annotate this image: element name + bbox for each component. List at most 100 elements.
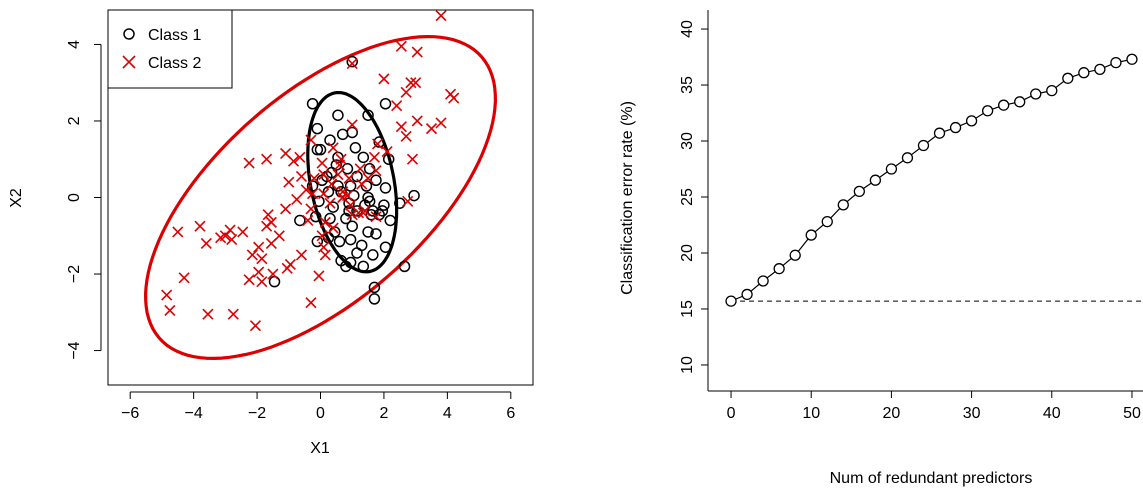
class2-point [313,270,325,282]
class2-point [425,123,438,135]
class2-point [280,203,292,215]
error-rate-y-tick-label: 25 [679,188,696,206]
class1-point [313,195,325,208]
class2-point [172,226,184,238]
error-rate-point [821,215,833,228]
class2-point [357,207,369,219]
error-rate-point [773,263,785,275]
class2-point [410,77,422,89]
scatter-x-tick-label: 6 [506,405,515,422]
error-rate-point [1094,63,1106,75]
error-rate-point [789,249,801,261]
class2-point [226,234,238,246]
error-rate-point [1030,88,1042,100]
class2-point [354,163,366,175]
class1-point [368,281,381,294]
class1-point [349,142,362,154]
class2-point [308,172,320,184]
class2-point [295,249,308,261]
scatter-x-tick-label: −2 [248,405,266,422]
class2-point [261,153,273,165]
class1-point [346,126,358,139]
class2-point [300,184,312,196]
error-rate-y-axis: 10 15 20 25 30 35 40 [679,20,708,374]
legend-class2-marker [122,55,136,69]
class2-point [200,237,212,249]
class1-point [376,205,389,217]
class2-point [402,195,414,207]
error-rate-x-tick-label: 40 [1043,405,1061,422]
scatter-points [161,10,460,332]
error-rate-y-tick-label: 15 [679,300,696,318]
error-rate-point [837,199,849,211]
scatter-x-axis-title: X1 [310,440,330,457]
error-rate-point [965,115,978,127]
error-rate-point [725,295,737,307]
error-rate-point [1062,72,1074,84]
class2-point [318,188,330,200]
class2-point [346,119,358,131]
scatter-panel: −6 −4 −2 0 2 4 6 −4 −2 0 2 4 X1 X2 Class 1 Class 2 [8,9,534,457]
class2-point [352,207,365,219]
class2-point [283,176,295,188]
error-rate-line-group [730,58,1133,302]
class2-point [253,241,265,253]
class1-point [332,109,344,121]
class1-point [311,143,324,156]
class1-point [340,260,352,273]
class2-point [372,138,384,150]
class2-point [324,197,336,209]
error-rate-y-tick-label: 10 [679,356,696,374]
legend-class1-marker [123,28,135,40]
scatter-x-axis: −6 −4 −2 0 2 4 6 [121,391,515,422]
class2-point [256,276,268,288]
class1-point [344,233,357,246]
class1-point [357,151,370,164]
class2-point [164,304,176,316]
class1-point [370,228,382,240]
class2-point [261,220,273,232]
class1-point [324,212,336,225]
class1-point [346,55,358,68]
error-rate-point [981,105,994,117]
legend-box [107,9,233,89]
class2-point [327,142,339,154]
class2-point [405,77,417,89]
class2-ellipse [143,34,498,361]
class2-point [326,178,338,190]
error-rate-y-tick-label: 20 [679,244,696,262]
scatter-y-tick-label: −4 [66,341,83,359]
legend-class1-label: Class 1 [148,27,201,44]
class2-point [246,249,258,261]
scatter-y-tick-label: 2 [66,116,83,125]
class2-point [411,46,423,58]
error-rate-point [885,163,898,175]
class2-point [267,268,279,280]
class1-point [384,214,397,227]
class1-point [398,260,411,273]
class2-point [316,157,328,169]
class2-point [448,92,460,104]
class2-point [400,86,412,98]
class2-point [346,209,358,221]
error-rate-x-tick-label: 0 [727,405,736,422]
class2-point [333,159,346,171]
scatter-x-tick-label: 4 [443,405,452,422]
class1-point [362,226,374,238]
class2-point [294,151,306,163]
class2-point [265,237,277,249]
scatter-plot-frame [107,9,534,386]
error-rate-point [1014,96,1026,108]
class2-point [378,73,390,85]
class2-point [341,190,354,202]
class1-point [373,136,385,148]
error-rate-line [730,58,1133,302]
class2-point [243,274,255,286]
class1-point [306,98,319,110]
class2-point [395,121,407,133]
class1-point [362,109,374,121]
class1-point [311,235,324,248]
class2-point [332,168,344,181]
class1-point [340,212,352,225]
class1-point [327,201,339,213]
